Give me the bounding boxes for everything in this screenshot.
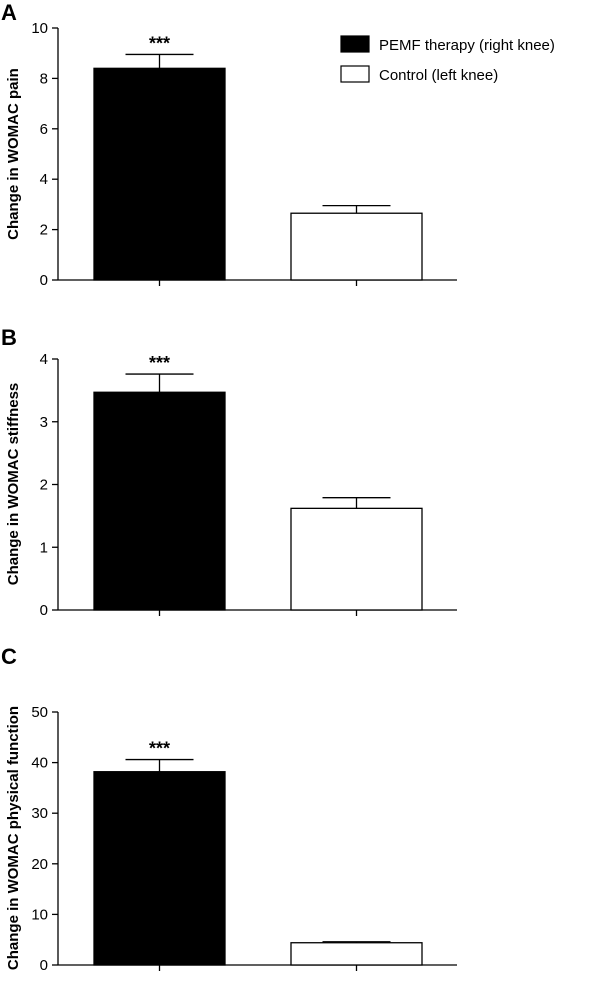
y-tick-label-c: 30 bbox=[31, 805, 48, 822]
plot-area-b: 0 1 2 3 4 *** bbox=[40, 351, 457, 619]
bar-b-1 bbox=[93, 391, 226, 611]
bar-b-2 bbox=[290, 507, 423, 611]
y-tick-label-b: 3 bbox=[40, 414, 48, 431]
y-tick-label-b: 1 bbox=[40, 539, 48, 556]
y-axis-label-c: Change in WOMAC physical function bbox=[5, 706, 22, 970]
y-tick-label-c: 20 bbox=[31, 856, 48, 873]
y-tick-label-b: 2 bbox=[40, 477, 48, 494]
y-tick-label-a: 6 bbox=[40, 121, 48, 138]
y-tick-label-c: 50 bbox=[31, 704, 48, 721]
bar-a-1 bbox=[93, 67, 226, 281]
y-tick-label-b: 4 bbox=[40, 351, 48, 368]
y-tick-label-c: 10 bbox=[31, 906, 48, 923]
significance-label-a: *** bbox=[149, 33, 170, 53]
legend-swatch-pemf bbox=[340, 35, 370, 53]
panel-c: C Change in WOMAC physical function 0 10 2… bbox=[1, 644, 457, 974]
legend-label-pemf: PEMF therapy (right knee) bbox=[379, 37, 555, 54]
y-tick-label-b: 0 bbox=[40, 602, 48, 619]
significance-label-c: *** bbox=[149, 739, 170, 759]
plot-area-c: 0 10 20 30 40 50 *** bbox=[31, 704, 457, 974]
legend: PEMF therapy (right knee) Control (left … bbox=[340, 35, 555, 84]
plot-area-a: 0 2 4 6 8 10 *** bbox=[31, 20, 457, 289]
y-axis-label-b: Change in WOMAC stiffness bbox=[5, 383, 22, 586]
y-tick-label-c: 40 bbox=[31, 755, 48, 772]
panel-a: A Change in WOMAC pain 0 2 4 6 8 10 *** bbox=[1, 0, 457, 289]
bar-c-2 bbox=[290, 942, 423, 966]
y-tick-label-a: 0 bbox=[40, 272, 48, 289]
bar-a-2 bbox=[290, 212, 423, 281]
panel-label-c: C bbox=[1, 644, 17, 669]
y-tick-label-a: 4 bbox=[40, 171, 48, 188]
y-axis-label-a: Change in WOMAC pain bbox=[5, 68, 22, 240]
panel-b: B Change in WOMAC stiffness 0 1 2 3 4 *** bbox=[1, 325, 457, 619]
bar-c-1 bbox=[93, 771, 226, 966]
panel-label-a: A bbox=[1, 0, 17, 25]
legend-label-control: Control (left knee) bbox=[379, 67, 498, 84]
significance-label-b: *** bbox=[149, 353, 170, 373]
panel-label-b: B bbox=[1, 325, 17, 350]
y-tick-label-a: 2 bbox=[40, 222, 48, 239]
y-tick-label-a: 8 bbox=[40, 70, 48, 87]
y-tick-label-c: 0 bbox=[40, 957, 48, 974]
y-tick-label-a: 10 bbox=[31, 20, 48, 37]
legend-swatch-control bbox=[340, 65, 370, 83]
